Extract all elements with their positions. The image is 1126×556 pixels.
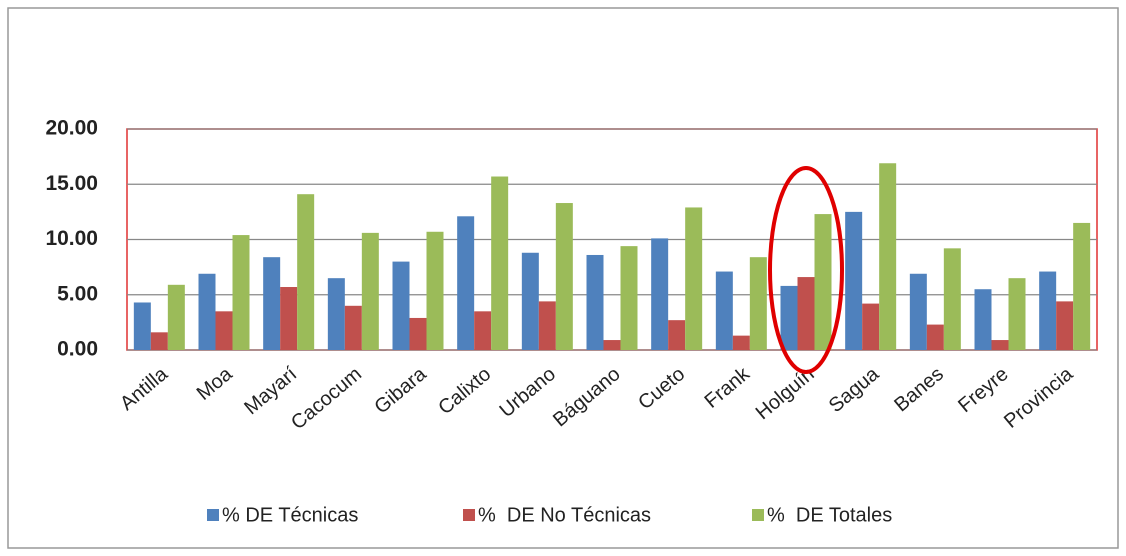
legend-label: % DE No Técnicas <box>478 504 651 526</box>
bar <box>651 238 669 350</box>
bar <box>715 271 733 350</box>
legend-swatch <box>207 509 219 521</box>
annotation-ellipse <box>768 166 844 374</box>
bar <box>555 203 573 350</box>
y-tick-label: 15.00 <box>45 172 98 195</box>
bar <box>521 252 539 350</box>
bar <box>327 278 345 350</box>
bar <box>943 248 961 350</box>
legend-swatch <box>463 509 475 521</box>
bar <box>1008 278 1026 350</box>
bar <box>845 211 863 350</box>
bar <box>814 214 832 350</box>
bar <box>603 340 621 350</box>
bar <box>991 340 1009 350</box>
bar <box>668 320 686 350</box>
bar <box>732 335 750 350</box>
bar <box>1039 271 1057 350</box>
bar <box>426 231 444 350</box>
y-tick-label: 0.00 <box>57 338 98 361</box>
bar <box>280 287 298 350</box>
bar <box>297 194 315 350</box>
bar <box>538 301 556 350</box>
bar <box>491 176 509 350</box>
bar <box>263 257 281 350</box>
bar <box>215 311 233 350</box>
bar <box>409 317 427 350</box>
bar <box>926 324 944 350</box>
bar <box>150 332 168 350</box>
bar <box>198 273 216 350</box>
bar <box>344 305 362 350</box>
y-tick-label: 20.00 <box>45 117 98 140</box>
bar <box>474 311 492 350</box>
bar <box>133 302 151 350</box>
bar <box>749 257 767 350</box>
bar <box>879 163 897 350</box>
bar <box>1056 301 1074 350</box>
bar <box>685 207 703 350</box>
bar <box>586 254 604 350</box>
bar <box>167 284 185 350</box>
bar <box>862 303 880 350</box>
bar <box>620 246 638 350</box>
legend-swatch <box>752 509 764 521</box>
bar <box>1073 222 1091 350</box>
bar <box>361 232 379 350</box>
bar <box>457 216 475 350</box>
legend-label: % DE Técnicas <box>222 504 358 526</box>
bar <box>974 289 992 350</box>
bar <box>797 277 815 350</box>
y-tick-label: 10.00 <box>45 227 98 250</box>
y-tick-label: 5.00 <box>57 282 98 305</box>
legend-label: % DE Totales <box>767 504 892 526</box>
bar <box>909 273 927 350</box>
bar <box>392 261 410 350</box>
bar <box>780 285 798 350</box>
bar <box>232 235 250 350</box>
